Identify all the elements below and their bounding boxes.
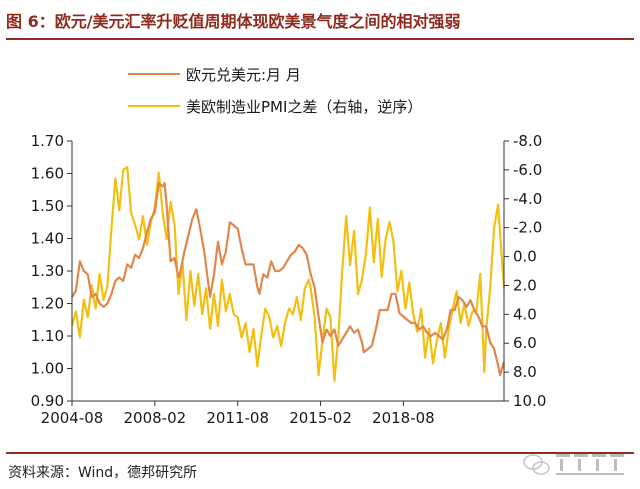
chart-legend: 欧元兑美元:月 月 美欧制造业PMI之差（右轴，逆序） (128, 58, 422, 122)
legend-label-pmi-spread: 美欧制造业PMI之差（右轴，逆序） (186, 97, 423, 116)
plot-area (70, 165, 506, 382)
left-tick-label: 1.50 (31, 197, 64, 215)
left-tick-label: 1.60 (31, 165, 64, 183)
left-tick-label: 1.30 (31, 262, 64, 280)
source-note: 资料来源：Wind，德邦研究所 (8, 465, 198, 481)
left-axis-ticks: 0.90 1.00 1.10 1.20 1.30 1.40 1.50 1.60 1.70 (31, 132, 72, 410)
legend-swatch-pmi-spread (128, 105, 180, 107)
series-line-pmi-spread (70, 165, 506, 382)
x-tick-label: 2004-08 (41, 409, 104, 427)
right-axis-ticks: -8.0 -6.0 -4.0 -2.0 0.0 2.0 4.0 6.0 8.0 10.0 (504, 132, 546, 410)
x-tick-label: 2011-08 (206, 409, 269, 427)
legend-swatch-eurusd (128, 73, 180, 75)
x-tick-label: 2008-02 (124, 409, 187, 427)
right-tick-label: 6.0 (513, 334, 537, 352)
left-tick-label: 1.20 (31, 295, 64, 313)
right-tick-label: -2.0 (513, 219, 542, 237)
left-tick-label: 1.70 (31, 132, 64, 150)
right-tick-label: 0.0 (513, 248, 537, 266)
right-tick-label: -6.0 (513, 161, 542, 179)
x-axis-ticks: 2004-08 2008-02 2011-08 2015-02 2018-08 (41, 401, 435, 427)
right-tick-label: -4.0 (513, 190, 542, 208)
wechat-watermark-logo (523, 454, 624, 475)
right-tick-label: 10.0 (513, 392, 546, 410)
source-divider (6, 452, 634, 454)
right-tick-label: 8.0 (513, 363, 537, 381)
series-line-eurusd (71, 182, 506, 377)
legend-label-eurusd: 欧元兑美元:月 月 (186, 65, 301, 84)
right-tick-label: 4.0 (513, 305, 537, 323)
left-tick-label: 1.10 (31, 327, 64, 345)
left-tick-label: 1.00 (31, 360, 64, 378)
legend-item-eurusd: 欧元兑美元:月 月 (128, 58, 422, 90)
figure-title: 图 6：欧元/美元汇率升贬值周期体现欧美景气度之间的相对强弱 (6, 12, 461, 31)
x-tick-label: 2018-08 (372, 409, 435, 427)
left-tick-label: 0.90 (31, 392, 64, 410)
right-tick-label: 2.0 (513, 276, 537, 294)
title-divider (6, 38, 634, 40)
axes (71, 141, 505, 402)
legend-item-pmi-spread: 美欧制造业PMI之差（右轴，逆序） (128, 90, 422, 122)
x-tick-label: 2015-02 (289, 409, 352, 427)
left-tick-label: 1.40 (31, 230, 64, 248)
right-tick-label: -8.0 (513, 132, 542, 150)
